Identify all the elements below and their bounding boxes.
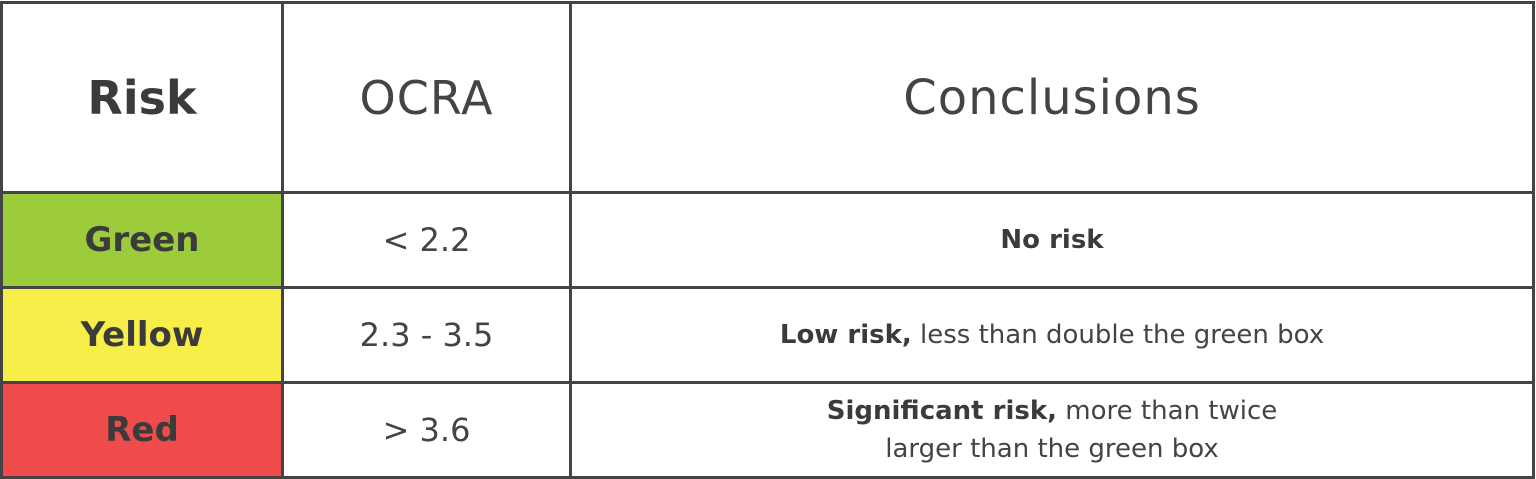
conclusion-bold: Low risk, bbox=[779, 320, 912, 350]
conclusion-bold: Significant risk, bbox=[826, 396, 1058, 426]
table-row: Yellow 2.3 - 3.5 Low risk, less than dou… bbox=[0, 286, 1535, 384]
conclusion-text-line2: larger than the green box bbox=[885, 434, 1219, 464]
conclusion-bold: No risk bbox=[1000, 225, 1104, 255]
table-row: Red > 3.6 Significant risk, more than tw… bbox=[0, 381, 1535, 479]
header-conclusions: Conclusions bbox=[569, 1, 1535, 194]
conclusion-cell: No risk bbox=[569, 191, 1535, 289]
table-row: Green < 2.2 No risk bbox=[0, 191, 1535, 289]
risk-level-cell: Red bbox=[0, 381, 284, 479]
header-row: Risk OCRA Conclusions bbox=[0, 1, 1535, 194]
header-ocra: OCRA bbox=[281, 1, 572, 194]
ocra-value-cell: 2.3 - 3.5 bbox=[281, 286, 572, 384]
ocra-value-cell: < 2.2 bbox=[281, 191, 572, 289]
header-risk: Risk bbox=[0, 1, 284, 194]
risk-level-cell: Yellow bbox=[0, 286, 284, 384]
conclusion-text: more than twice bbox=[1057, 396, 1278, 426]
ocra-value-cell: > 3.6 bbox=[281, 381, 572, 479]
conclusion-cell: Significant risk, more than twice larger … bbox=[569, 381, 1535, 479]
risk-level-cell: Green bbox=[0, 191, 284, 289]
conclusion-text: less than double the green box bbox=[911, 320, 1325, 350]
conclusion-cell: Low risk, less than double the green box bbox=[569, 286, 1535, 384]
